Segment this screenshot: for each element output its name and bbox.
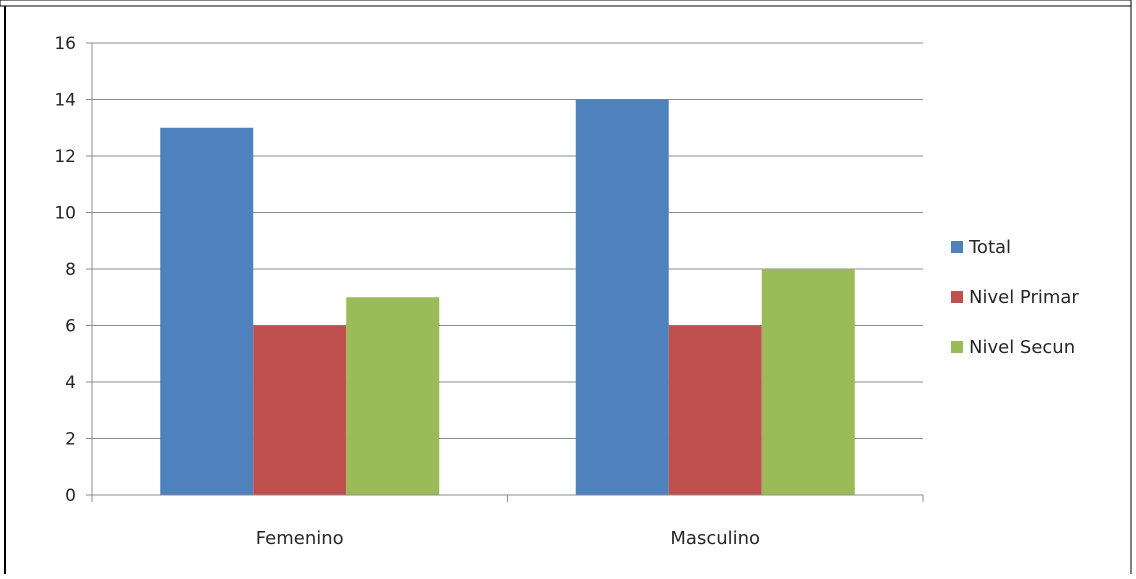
y-tick-label: 2: [65, 430, 76, 450]
legend-swatch: [951, 341, 963, 353]
y-tick-label: 8: [65, 260, 76, 280]
bar-total-masculino: [575, 99, 669, 495]
y-tick-label: 12: [54, 147, 76, 167]
legend: Total Nivel Primar Nivel Secun: [951, 237, 1079, 358]
bar-nivel-secun-femenino: [346, 297, 440, 495]
bar-nivel-secun-masculino: [761, 269, 855, 495]
legend-label: Nivel Primar: [969, 287, 1079, 308]
bar-nivel-primar-femenino: [253, 325, 347, 495]
y-tick-label: 10: [54, 204, 76, 224]
legend-swatch: [951, 291, 963, 303]
axes: [91, 43, 924, 502]
x-category-label: Masculino: [670, 528, 760, 549]
x-category-label: Femenino: [256, 528, 344, 549]
bar-total-femenino: [160, 127, 254, 495]
y-tick-labels: 0 2 4 6 8 10 12 14 16: [54, 34, 76, 506]
bar-nivel-primar-masculino: [668, 325, 762, 495]
legend-label: Total: [968, 237, 1011, 258]
y-tick-label: 16: [54, 34, 76, 54]
y-tick-label: 4: [65, 373, 76, 393]
bars: [160, 99, 855, 495]
y-tick-label: 14: [54, 91, 76, 111]
x-category-labels: Femenino Masculino: [256, 528, 760, 549]
y-tick-label: 0: [65, 486, 76, 506]
legend-swatch: [951, 241, 963, 253]
top-strip: [0, 0, 1132, 7]
y-tick-label: 6: [65, 317, 76, 337]
legend-label: Nivel Secun: [969, 337, 1075, 358]
